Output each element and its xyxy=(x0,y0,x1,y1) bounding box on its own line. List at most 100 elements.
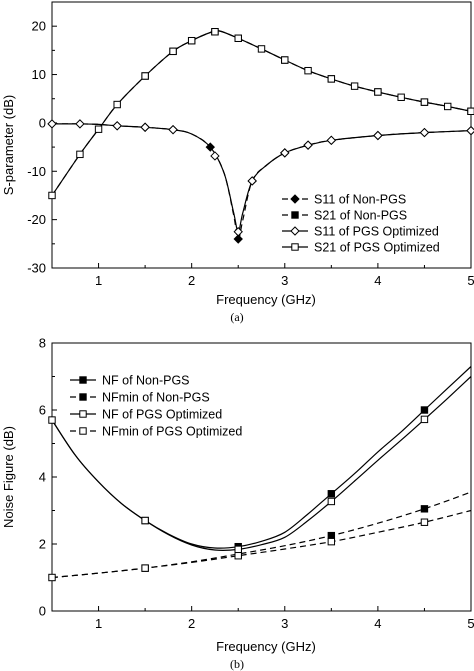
data-point xyxy=(304,66,312,75)
data-point xyxy=(444,102,452,111)
legend-label: S11 of PGS Optimized xyxy=(314,225,439,239)
data-point xyxy=(140,122,150,132)
data-point xyxy=(233,227,243,237)
data-point xyxy=(75,119,85,129)
legend-label: S11 of Non-PGS xyxy=(314,193,406,207)
data-point xyxy=(141,516,149,525)
panel-a-caption: (a) xyxy=(230,310,243,324)
data-point xyxy=(48,191,56,200)
data-point xyxy=(420,415,429,424)
data-point xyxy=(234,34,242,42)
panel-b-xlabel: Frequency (GHz) xyxy=(216,639,316,654)
series-4 xyxy=(48,28,474,200)
panel-b-caption: (b) xyxy=(230,657,244,671)
series-line xyxy=(51,30,472,196)
data-point xyxy=(420,518,429,526)
x-tick-label: 5 xyxy=(467,273,474,288)
data-point xyxy=(397,93,405,101)
data-point xyxy=(233,234,243,244)
data-point xyxy=(168,124,178,135)
data-point xyxy=(94,125,103,133)
series-line xyxy=(51,30,472,196)
data-point xyxy=(327,490,336,498)
series-3 xyxy=(47,119,474,237)
x-tick-label: 1 xyxy=(95,273,102,288)
legend-marker xyxy=(79,393,87,401)
panel-a-xlabel: Frequency (GHz) xyxy=(216,292,316,307)
data-point xyxy=(420,98,429,106)
data-point xyxy=(327,531,336,540)
data-point xyxy=(303,140,313,150)
data-point xyxy=(48,573,56,582)
x-tick-label: 2 xyxy=(188,616,195,631)
y-tick-label: -10 xyxy=(27,164,46,179)
y-tick-label: 20 xyxy=(32,19,46,34)
series-line xyxy=(51,123,472,240)
panel-a-ylabel: S-parameter (dB) xyxy=(1,95,16,195)
legend-marker xyxy=(291,211,299,219)
y-tick-label: -30 xyxy=(27,261,46,276)
legend-marker xyxy=(291,243,299,251)
x-tick-label: 3 xyxy=(281,616,288,631)
x-tick-label: 4 xyxy=(374,616,381,631)
legend-marker xyxy=(290,226,300,236)
data-point xyxy=(169,47,177,56)
data-point xyxy=(327,75,336,83)
y-tick-label: 4 xyxy=(39,470,46,485)
y-tick-label: -20 xyxy=(27,212,46,227)
data-point xyxy=(420,406,429,414)
data-point xyxy=(326,135,337,146)
data-point xyxy=(112,121,122,131)
data-point xyxy=(211,28,219,36)
legend: S11 of Non-PGS S21 of Non-PGS S11 of PGS O… xyxy=(282,193,440,255)
data-point xyxy=(467,107,474,116)
series-line xyxy=(51,491,472,579)
x-tick-label: 2 xyxy=(188,273,195,288)
legend-label: NFmin of PGS Optimized xyxy=(102,425,242,439)
legend-label: NF of Non-PGS xyxy=(102,374,190,388)
y-tick-label: 0 xyxy=(39,604,46,619)
data-point xyxy=(234,545,242,554)
data-point xyxy=(280,148,290,158)
data-point xyxy=(76,150,84,159)
legend-label: S21 of Non-PGS xyxy=(314,209,407,223)
legend-label: S21 of PGS Optimized xyxy=(314,241,440,255)
series-4 xyxy=(48,509,472,582)
legend-marker xyxy=(79,376,87,384)
data-point xyxy=(281,56,289,64)
legend: NF of Non-PGS NFmin of Non-PGS NF of PGS O… xyxy=(70,374,242,439)
data-point xyxy=(374,88,382,96)
data-point xyxy=(466,125,474,136)
data-point xyxy=(141,72,149,80)
panel-b-ylabel: Noise Figure (dB) xyxy=(1,426,16,528)
legend-marker xyxy=(290,194,300,204)
data-point xyxy=(327,497,336,506)
data-point xyxy=(419,127,430,138)
series-2 xyxy=(51,491,472,579)
series-2 xyxy=(51,28,474,196)
x-tick-label: 1 xyxy=(95,616,102,631)
x-tick-label: 4 xyxy=(374,273,381,288)
data-point xyxy=(257,45,266,53)
data-point xyxy=(187,36,196,45)
y-tick-label: 8 xyxy=(39,336,46,351)
series-3 xyxy=(48,376,472,554)
y-tick-label: 6 xyxy=(39,403,46,418)
x-tick-label: 3 xyxy=(281,273,288,288)
legend-label: NF of PGS Optimized xyxy=(102,408,222,422)
y-tick-label: 0 xyxy=(39,115,46,130)
y-tick-label: 2 xyxy=(39,537,46,552)
data-point xyxy=(47,119,57,129)
panel-a: Frequency (GHz) (a) S-parameter (dB) 1 2 3… xyxy=(1,1,474,324)
data-point xyxy=(350,82,359,90)
data-point xyxy=(373,130,383,141)
data-point xyxy=(210,151,220,161)
y-tick-label: 10 xyxy=(32,67,46,82)
data-point xyxy=(48,416,56,424)
legend-marker xyxy=(79,410,87,418)
data-point xyxy=(234,552,242,560)
series-line xyxy=(51,509,472,579)
x-tick-label: 5 xyxy=(467,616,474,631)
